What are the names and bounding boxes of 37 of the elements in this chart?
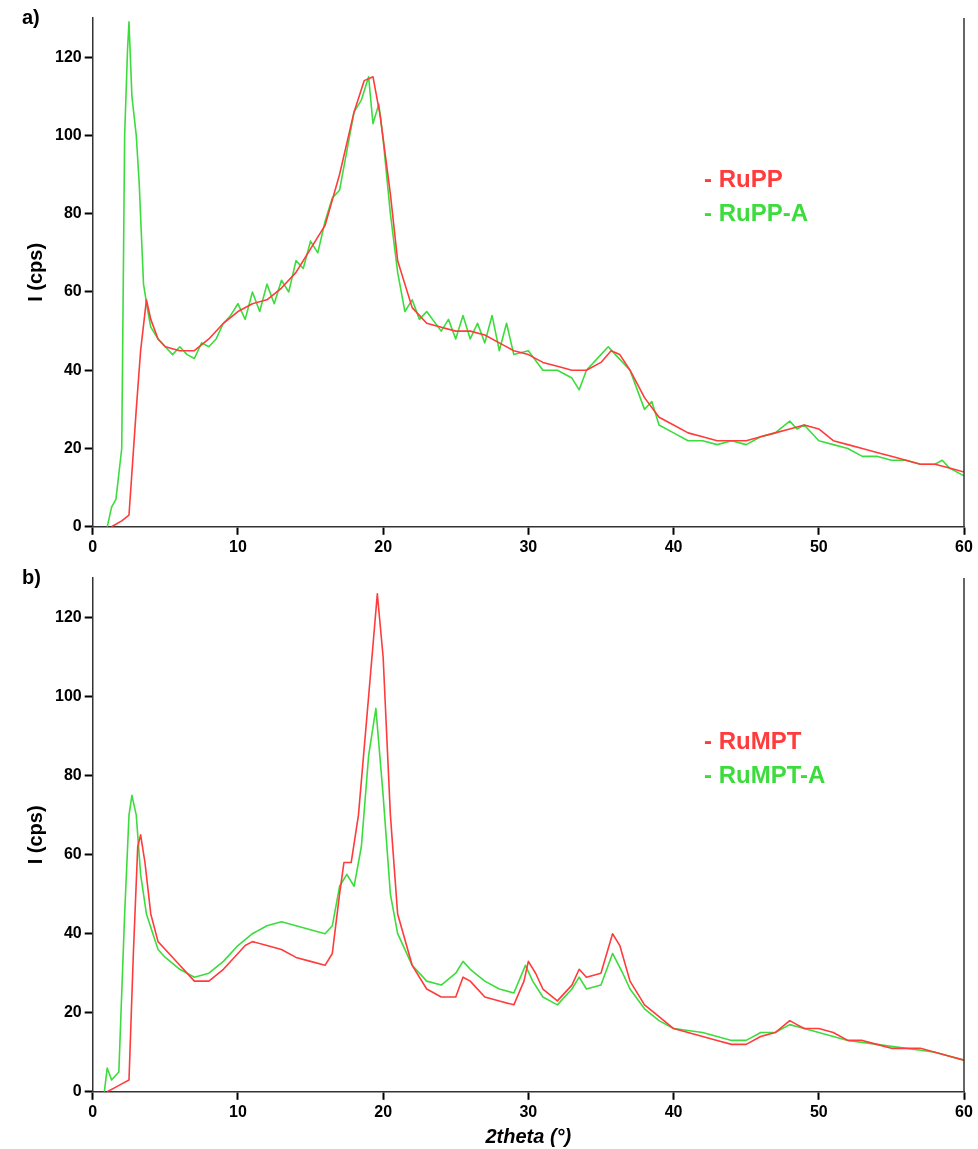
y-tick-label: 0 (72, 517, 82, 535)
y-tick-label: 80 (63, 204, 82, 222)
chart-title: b) (22, 565, 41, 588)
y-axis-title: I (cps) (23, 805, 46, 865)
text: - RuPP (704, 165, 783, 193)
y-tick-label: 0 (72, 1082, 82, 1100)
text: - RuMPT (704, 727, 802, 755)
x-tick-label: 50 (809, 1102, 828, 1120)
chart-title: a) (22, 5, 40, 28)
y-axis-title: I (cps) (23, 242, 46, 302)
x-tick-label: 40 (664, 537, 683, 555)
x-tick-label: 50 (809, 537, 828, 555)
x-tick-label: 60 (955, 1102, 973, 1120)
x-tick-label: 10 (229, 537, 247, 555)
y-tick-label: 80 (63, 766, 82, 784)
text: - RuPP-A (704, 199, 808, 227)
x-tick-label: 20 (374, 1102, 393, 1120)
y-tick-label: 20 (63, 438, 82, 456)
y-tick-label: 40 (63, 924, 82, 942)
x-tick-label: 20 (374, 537, 393, 555)
x-tick-label: 60 (955, 537, 973, 555)
x-tick-label: 10 (229, 1102, 247, 1120)
y-tick-label: 20 (63, 1003, 82, 1021)
x-axis-title: 2theta (°) (484, 1124, 572, 1147)
y-tick-label: 40 (63, 360, 82, 378)
y-tick-label: 120 (54, 47, 82, 65)
y-tick-label: 120 (54, 607, 82, 625)
x-tick-label: 30 (519, 537, 538, 555)
y-tick-label: 60 (63, 845, 82, 863)
x-tick-label: 0 (88, 537, 98, 555)
y-tick-label: 100 (54, 125, 82, 143)
x-tick-label: 30 (519, 1102, 538, 1120)
text: - RuMPT-A (704, 761, 826, 789)
x-tick-label: 0 (88, 1102, 98, 1120)
y-tick-label: 60 (63, 282, 82, 300)
x-tick-label: 40 (664, 1102, 683, 1120)
y-tick-label: 100 (54, 686, 82, 704)
